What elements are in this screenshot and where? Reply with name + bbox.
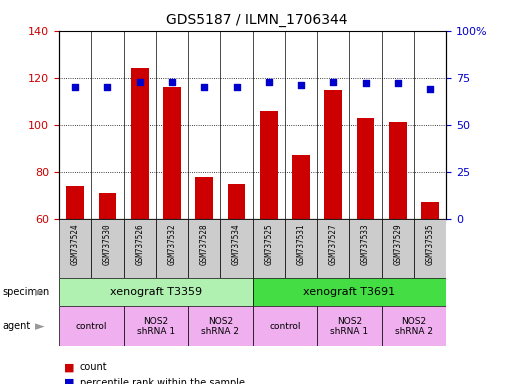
Bar bbox=[91, 219, 124, 278]
Bar bbox=[349, 219, 382, 278]
Text: NOS2
shRNA 1: NOS2 shRNA 1 bbox=[137, 316, 175, 336]
Point bbox=[265, 78, 273, 84]
Text: GSM737532: GSM737532 bbox=[167, 223, 176, 265]
Bar bbox=[66, 186, 84, 219]
Bar bbox=[98, 193, 116, 219]
Text: GSM737529: GSM737529 bbox=[393, 223, 402, 265]
Text: ■: ■ bbox=[64, 362, 74, 372]
Text: GSM737535: GSM737535 bbox=[426, 223, 435, 265]
Bar bbox=[324, 89, 342, 219]
Bar bbox=[156, 219, 188, 278]
Bar bbox=[124, 306, 188, 346]
Bar bbox=[59, 278, 252, 306]
Text: NOS2
shRNA 1: NOS2 shRNA 1 bbox=[330, 316, 368, 336]
Bar bbox=[188, 306, 252, 346]
Bar bbox=[414, 219, 446, 278]
Text: GSM737524: GSM737524 bbox=[71, 223, 80, 265]
Text: GSM737531: GSM737531 bbox=[297, 223, 306, 265]
Bar bbox=[382, 306, 446, 346]
Text: GSM737530: GSM737530 bbox=[103, 223, 112, 265]
Bar bbox=[317, 306, 382, 346]
Point bbox=[394, 80, 402, 86]
Bar bbox=[421, 202, 439, 219]
Bar bbox=[124, 219, 156, 278]
Text: NOS2
shRNA 2: NOS2 shRNA 2 bbox=[202, 316, 240, 336]
Bar bbox=[252, 278, 446, 306]
Text: xenograft T3359: xenograft T3359 bbox=[110, 287, 202, 297]
Point bbox=[103, 84, 111, 90]
Bar bbox=[317, 219, 349, 278]
Bar bbox=[221, 219, 252, 278]
Bar bbox=[59, 306, 124, 346]
Bar bbox=[59, 219, 91, 278]
Bar bbox=[252, 219, 285, 278]
Bar bbox=[382, 219, 414, 278]
Text: GSM737533: GSM737533 bbox=[361, 223, 370, 265]
Text: GSM737534: GSM737534 bbox=[232, 223, 241, 265]
Bar bbox=[131, 68, 149, 219]
Text: ►: ► bbox=[35, 320, 45, 333]
Text: ■: ■ bbox=[64, 378, 74, 384]
Point bbox=[200, 84, 208, 90]
Point bbox=[362, 80, 370, 86]
Text: GDS5187 / ILMN_1706344: GDS5187 / ILMN_1706344 bbox=[166, 13, 347, 27]
Point bbox=[297, 82, 305, 88]
Point bbox=[232, 84, 241, 90]
Point bbox=[71, 84, 79, 90]
Bar bbox=[285, 219, 317, 278]
Text: GSM737527: GSM737527 bbox=[329, 223, 338, 265]
Bar bbox=[357, 118, 374, 219]
Text: agent: agent bbox=[3, 321, 31, 331]
Point bbox=[426, 86, 435, 92]
Bar bbox=[163, 87, 181, 219]
Text: GSM737528: GSM737528 bbox=[200, 223, 209, 265]
Point bbox=[329, 78, 338, 84]
Text: GSM737526: GSM737526 bbox=[135, 223, 144, 265]
Text: xenograft T3691: xenograft T3691 bbox=[303, 287, 396, 297]
Bar bbox=[389, 122, 407, 219]
Point bbox=[135, 78, 144, 84]
Point bbox=[168, 78, 176, 84]
Text: percentile rank within the sample: percentile rank within the sample bbox=[80, 378, 245, 384]
Text: control: control bbox=[269, 322, 301, 331]
Text: ►: ► bbox=[35, 286, 45, 299]
Bar bbox=[292, 156, 310, 219]
Bar bbox=[260, 111, 278, 219]
Text: count: count bbox=[80, 362, 107, 372]
Text: NOS2
shRNA 2: NOS2 shRNA 2 bbox=[395, 316, 433, 336]
Text: specimen: specimen bbox=[3, 287, 50, 297]
Bar bbox=[188, 219, 221, 278]
Bar bbox=[252, 306, 317, 346]
Bar bbox=[195, 177, 213, 219]
Bar bbox=[228, 184, 245, 219]
Text: GSM737525: GSM737525 bbox=[264, 223, 273, 265]
Text: control: control bbox=[75, 322, 107, 331]
